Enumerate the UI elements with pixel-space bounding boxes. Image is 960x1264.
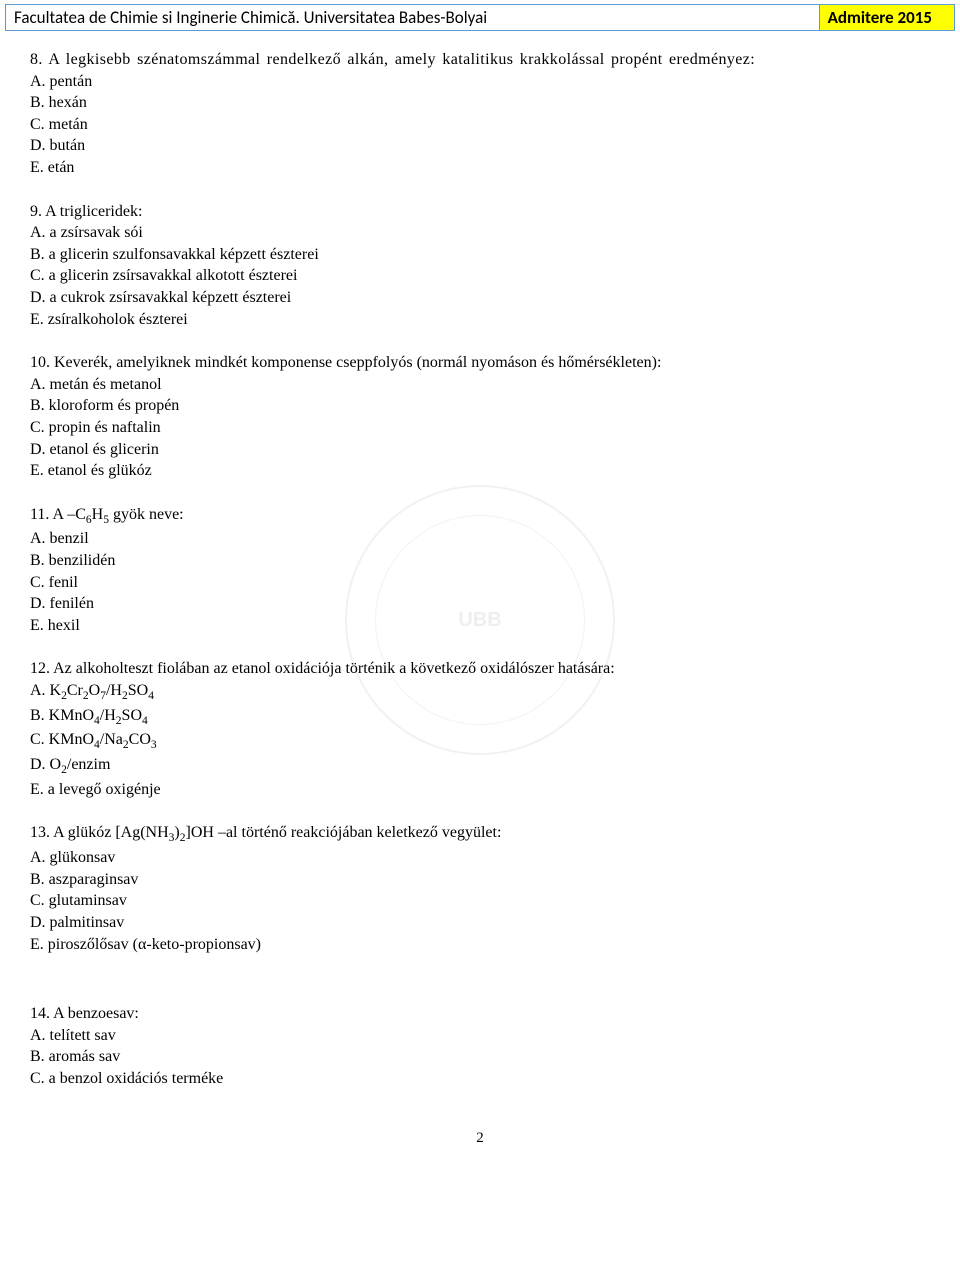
- page-number: 2: [0, 1130, 960, 1147]
- option: A. benzil: [30, 528, 930, 550]
- option: B. benzilidén: [30, 550, 930, 572]
- header-left: Facultatea de Chimie si Inginerie Chimic…: [6, 5, 820, 30]
- question-options: A. telített savB. aromás savC. a benzol …: [30, 1025, 930, 1090]
- question-text: 9. A trigliceridek:: [30, 201, 930, 223]
- question-options: A. metán és metanolB. kloroform és propé…: [30, 374, 930, 482]
- option: C. a benzol oxidációs terméke: [30, 1068, 930, 1090]
- question: 11. A –C6H5 gyök neve:A. benzilB. benzil…: [30, 504, 930, 637]
- question: 13. A glükóz [Ag(NH3)2]OH –al történő re…: [30, 822, 930, 955]
- option: A. a zsírsavak sói: [30, 222, 930, 244]
- option: B. aromás sav: [30, 1046, 930, 1068]
- option: B. a glicerin szulfonsavakkal képzett és…: [30, 244, 930, 266]
- option: E. etán: [30, 157, 930, 179]
- question-options: A. benzilB. benzilidénC. fenilD. fenilén…: [30, 528, 930, 636]
- option: C. a glicerin zsírsavakkal alkotott észt…: [30, 265, 930, 287]
- question-text: 14. A benzoesav:: [30, 1003, 930, 1025]
- option: A. metán és metanol: [30, 374, 930, 396]
- question: 14. A benzoesav:A. telített savB. aromás…: [30, 1003, 930, 1089]
- option: B. kloroform és propén: [30, 395, 930, 417]
- option: D. etanol és glicerin: [30, 439, 930, 461]
- question: 9. A trigliceridek:A. a zsírsavak sóiB. …: [30, 201, 930, 331]
- header-right: Admitere 2015: [820, 5, 954, 30]
- option: B. hexán: [30, 92, 930, 114]
- option: C. fenil: [30, 572, 930, 594]
- option: D. a cukrok zsírsavakkal képzett észtere…: [30, 287, 930, 309]
- question-text: 12. Az alkoholteszt fiolában az etanol o…: [30, 658, 930, 680]
- question: 8. A legkisebb szénatomszámmal rendelkez…: [30, 49, 930, 179]
- option: A. glükonsav: [30, 847, 930, 869]
- option: D. O2/enzim: [30, 754, 930, 779]
- option: A. telített sav: [30, 1025, 930, 1047]
- question-options: A. a zsírsavak sóiB. a glicerin szulfons…: [30, 222, 930, 330]
- option: D. fenilén: [30, 593, 930, 615]
- option: A. K2Cr2O7/H2SO4: [30, 680, 930, 705]
- question: 10. Keverék, amelyiknek mindkét komponen…: [30, 352, 930, 482]
- option: C. KMnO4/Na2CO3: [30, 729, 930, 754]
- question-text: 8. A legkisebb szénatomszámmal rendelkez…: [30, 49, 930, 71]
- option: D. bután: [30, 135, 930, 157]
- question: 12. Az alkoholteszt fiolában az etanol o…: [30, 658, 930, 800]
- option: E. piroszőlősav (α-keto-propionsav): [30, 934, 930, 956]
- question-text: 13. A glükóz [Ag(NH3)2]OH –al történő re…: [30, 822, 930, 847]
- option: B. aszparaginsav: [30, 869, 930, 891]
- option: C. glutaminsav: [30, 890, 930, 912]
- option: D. palmitinsav: [30, 912, 930, 934]
- question-options: A. glükonsavB. aszparaginsavC. glutamins…: [30, 847, 930, 955]
- option: B. KMnO4/H2SO4: [30, 705, 930, 730]
- question-text: 11. A –C6H5 gyök neve:: [30, 504, 930, 529]
- option: A. pentán: [30, 71, 930, 93]
- option: E. hexil: [30, 615, 930, 637]
- exam-content: 8. A legkisebb szénatomszámmal rendelkez…: [0, 31, 960, 1122]
- option: E. a levegő oxigénje: [30, 779, 930, 801]
- question-options: A. pentánB. hexánC. metánD. butánE. etán: [30, 71, 930, 179]
- question-options: A. K2Cr2O7/H2SO4B. KMnO4/H2SO4C. KMnO4/N…: [30, 680, 930, 800]
- question-text: 10. Keverék, amelyiknek mindkét komponen…: [30, 352, 930, 374]
- option: E. zsíralkoholok észterei: [30, 309, 930, 331]
- option: C. metán: [30, 114, 930, 136]
- page-header: Facultatea de Chimie si Inginerie Chimic…: [5, 4, 955, 31]
- option: E. etanol és glükóz: [30, 460, 930, 482]
- option: C. propin és naftalin: [30, 417, 930, 439]
